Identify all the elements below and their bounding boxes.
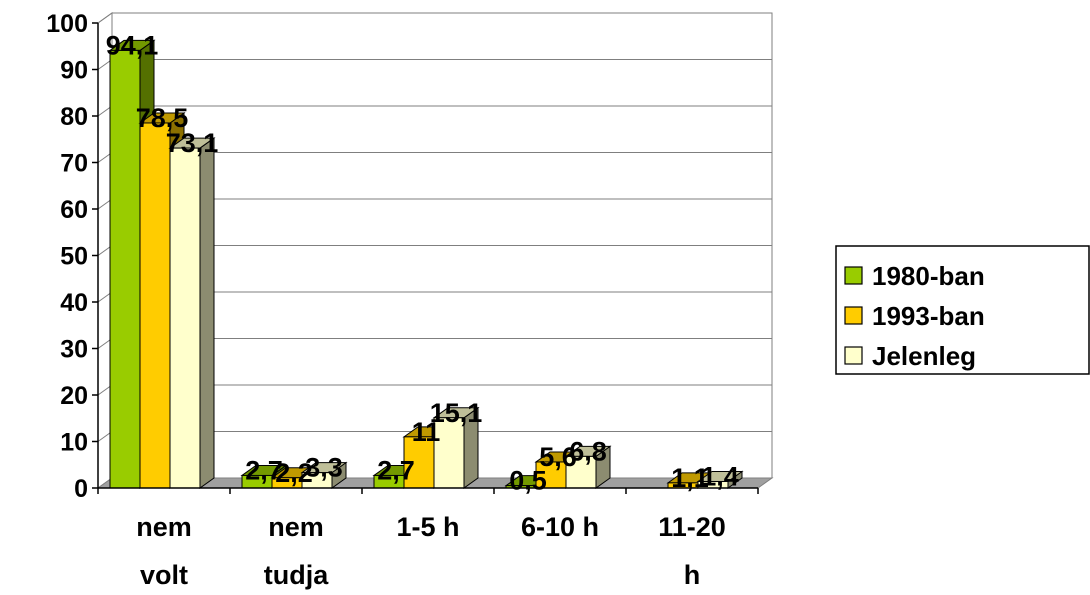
data-label: 3,3: [305, 453, 343, 483]
legend-swatch: [844, 346, 863, 365]
x-category-label: 1-5 h: [396, 512, 459, 542]
bar-1993-ban: [139, 122, 171, 489]
bar-1980-ban: [109, 49, 141, 489]
y-tick-label: 20: [60, 382, 88, 410]
data-label: 2,2: [275, 458, 313, 488]
x-axis: nem volt nem tudja 1-5 h 6-10 h 11-20 h: [97, 487, 759, 590]
data-label: 15,1: [430, 398, 483, 428]
x-category-label: tudja: [264, 560, 329, 590]
y-tick-label: 100: [46, 10, 88, 38]
legend-label: Jelenleg: [872, 341, 976, 371]
legend-label: 1993-ban: [872, 301, 985, 331]
data-label: 11: [412, 417, 441, 447]
data-label: 94,1: [106, 30, 159, 60]
y-tick-label: 0: [74, 475, 88, 503]
x-category-label: nem: [268, 512, 324, 542]
bar-1993-ban: [403, 436, 435, 489]
legend-swatch: [844, 306, 863, 325]
data-label: 78,5: [136, 103, 189, 133]
legend-swatch: [844, 266, 863, 285]
data-label: 5,6: [539, 442, 577, 472]
data-label: 0,5: [509, 466, 547, 496]
x-category-label: 6-10 h: [521, 512, 599, 542]
y-tick-label: 40: [60, 289, 88, 317]
y-tick-label: 30: [60, 336, 88, 364]
data-label: 2,7: [245, 455, 283, 485]
data-label: 2,7: [377, 455, 415, 485]
bars: [108, 39, 744, 489]
bar-Jelenleg: [169, 147, 201, 489]
y-tick-label: 50: [60, 243, 88, 271]
gridline: [97, 12, 772, 24]
data-label: 1,4: [701, 461, 739, 491]
y-tick-label: 60: [60, 196, 88, 224]
bar-1993-ban: [535, 461, 567, 489]
bar-Jelenleg: [433, 417, 465, 489]
y-axis: 0 10 20 30 40 50 60 70 80 90 100: [46, 10, 99, 503]
x-category-label: volt: [140, 560, 188, 590]
y-tick-label: 80: [60, 103, 88, 131]
data-label: 73,1: [166, 128, 219, 158]
x-category-label: 11-20: [658, 512, 726, 542]
y-tick-label: 70: [60, 150, 88, 178]
x-category-label: nem: [136, 512, 192, 542]
legend-box: [835, 245, 1090, 375]
bar-side-Jelenleg: [199, 137, 215, 489]
y-tick-label: 10: [60, 429, 88, 457]
x-category-label: h: [684, 560, 701, 590]
legend-label: 1980-ban: [872, 261, 985, 291]
data-label: 6,8: [569, 436, 607, 466]
y-tick-label: 90: [60, 57, 88, 85]
data-labels: 94,178,573,12,72,23,3 2,71115,10,55,66,81…: [106, 30, 739, 495]
bar-Jelenleg: [565, 455, 597, 489]
legend: 1980-ban 1993-ban Jelenleg: [835, 245, 1090, 375]
